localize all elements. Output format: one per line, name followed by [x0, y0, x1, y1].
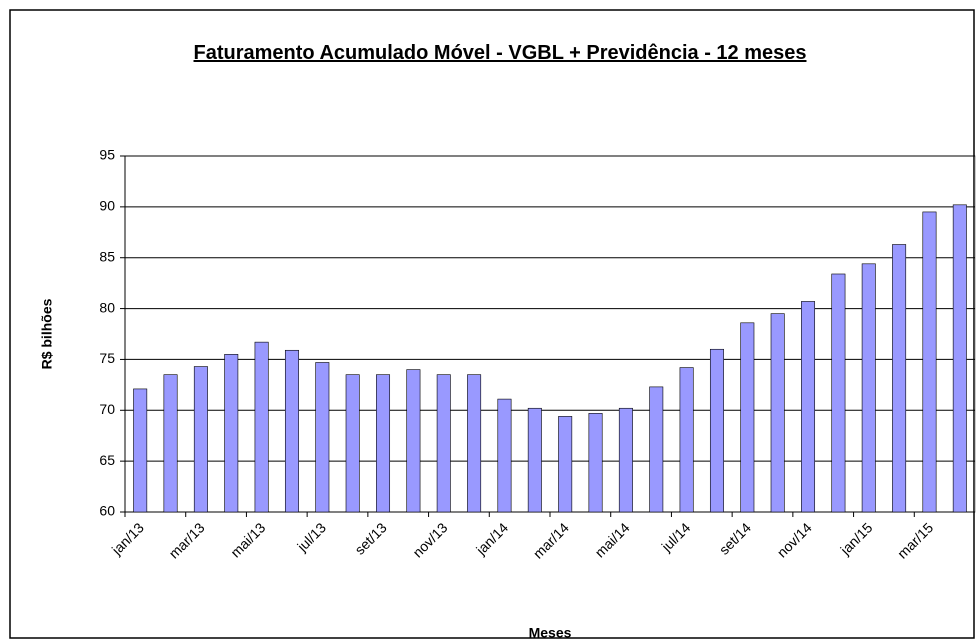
x-tick-label: jul/14 [658, 519, 694, 555]
x-tick-label: mar/13 [166, 519, 208, 561]
bar [922, 211, 937, 513]
x-tick-label: set/13 [351, 519, 389, 557]
x-tick-label: jan/14 [472, 519, 511, 558]
bar [709, 348, 724, 513]
y-tick-label: 85 [99, 248, 115, 264]
x-tick-label: jan/15 [836, 519, 875, 558]
x-tick-label: mar/14 [530, 519, 572, 561]
x-tick-label: jul/13 [293, 519, 329, 555]
bar [861, 263, 876, 513]
bar [193, 366, 208, 513]
bar [770, 313, 785, 513]
y-tick-label: 65 [99, 452, 115, 468]
x-tick-label: mar/15 [894, 519, 936, 561]
y-tick-label: 90 [99, 198, 115, 214]
plot-area [124, 155, 976, 513]
x-tick-label: nov/13 [409, 519, 450, 560]
bar [376, 374, 391, 513]
x-tick-label: mai/14 [592, 519, 633, 560]
bar [558, 416, 573, 513]
bar [952, 204, 967, 513]
bar [892, 244, 907, 513]
y-tick-label: 60 [99, 503, 115, 519]
y-tick-label: 95 [99, 147, 115, 163]
bar [436, 374, 451, 513]
y-axis-label: R$ bilhões [39, 298, 55, 369]
bar [254, 341, 269, 513]
bar [618, 407, 633, 513]
bar [679, 367, 694, 513]
y-tick-label: 70 [99, 401, 115, 417]
bar [527, 407, 542, 513]
bar [588, 413, 603, 513]
bar [345, 374, 360, 513]
bar [831, 273, 846, 513]
bar [224, 354, 239, 513]
bar [740, 322, 755, 513]
x-tick-label: jan/13 [108, 519, 147, 558]
bar [133, 388, 148, 513]
x-tick-label: set/14 [716, 519, 754, 557]
bar [801, 301, 816, 513]
bar [163, 374, 178, 513]
y-tick-label: 75 [99, 350, 115, 366]
frame [9, 9, 975, 639]
bar [649, 386, 664, 513]
y-tick-label: 80 [99, 299, 115, 315]
bar [284, 349, 299, 513]
x-tick-label: mai/13 [227, 519, 268, 560]
bar [467, 374, 482, 513]
chart-title: Faturamento Acumulado Móvel - VGBL + Pre… [193, 42, 807, 64]
bar [406, 369, 421, 513]
bar [315, 362, 330, 513]
x-tick-label: nov/14 [774, 519, 815, 560]
x-axis-label: Meses [529, 625, 572, 640]
bar [497, 398, 512, 513]
